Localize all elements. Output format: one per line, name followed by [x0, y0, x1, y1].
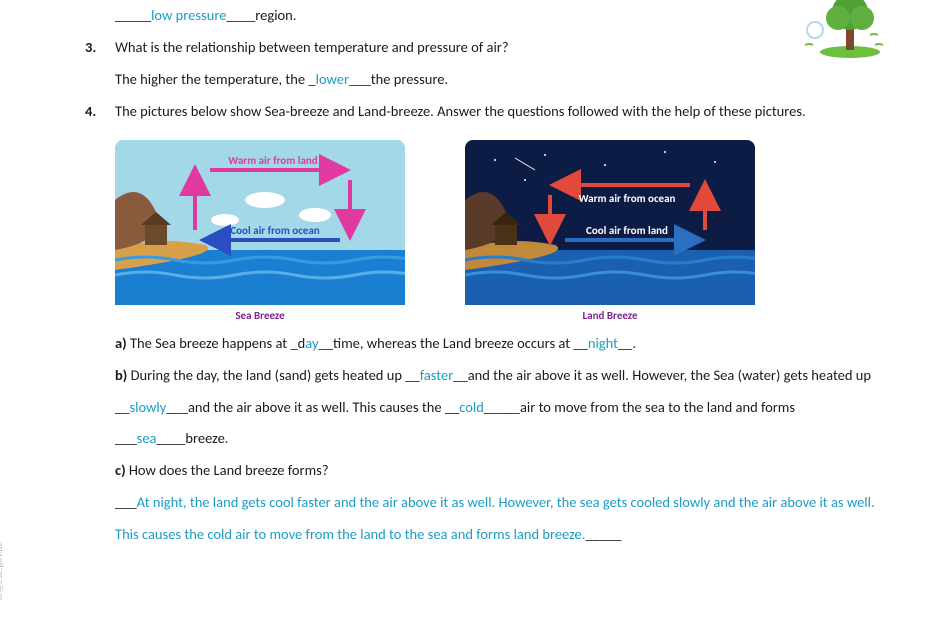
watermark-text: al@ese.gov.ae	[0, 542, 10, 600]
sea-breeze-figure: Warm air from land Cool air from ocean S…	[115, 140, 405, 322]
blank: ____	[226, 6, 255, 24]
blank: __	[319, 334, 333, 352]
q4-a: a) The Sea breeze happens at _day__time,…	[115, 328, 885, 360]
label-b: b)	[115, 366, 127, 384]
answer-slowly: slowly	[129, 398, 166, 416]
question-4: 4. The pictures below show Sea-breeze an…	[85, 96, 885, 128]
blank: ___	[115, 429, 137, 447]
label-c: c)	[115, 461, 126, 479]
label-a: a)	[115, 334, 127, 352]
answer-day: ay	[305, 334, 318, 352]
text: .	[632, 334, 636, 352]
answer-night: night	[588, 334, 618, 352]
q3-answer: lower	[316, 70, 349, 88]
svg-text:Cool air from ocean: Cool air from ocean	[230, 224, 319, 237]
text: breeze.	[185, 429, 228, 447]
blank: _	[290, 334, 297, 352]
svg-text:Warm air from land: Warm air from land	[228, 154, 318, 167]
q4-c-answer-line: ___At night, the land gets cool faster a…	[115, 487, 885, 551]
land-breeze-label: Land Breeze	[583, 309, 638, 322]
land-breeze-figure: Warm air from ocean Cool air from land L…	[465, 140, 755, 322]
blank: _____	[115, 6, 151, 24]
blank: ___	[166, 398, 188, 416]
q4-number: 4.	[85, 96, 101, 128]
q4-prompt: The pictures below show Sea-breeze and L…	[115, 96, 885, 128]
answer-sea: sea	[137, 429, 157, 447]
q4-c-answer: At night, the land gets cool faster and …	[115, 493, 875, 543]
text: air to move from the sea to the land and…	[520, 398, 795, 416]
q2-answer: low pressure	[151, 6, 226, 24]
question-3: 3. What is the relationship between temp…	[85, 32, 885, 96]
q4-c-prompt: How does the Land breeze forms?	[126, 461, 329, 479]
text: The Sea breeze happens at	[127, 334, 291, 352]
breeze-figures: Warm air from land Cool air from ocean S…	[115, 140, 885, 322]
text: region.	[255, 6, 296, 24]
svg-text:Warm air from ocean: Warm air from ocean	[579, 192, 676, 205]
text: During the day, the land (sand) gets hea…	[127, 366, 405, 384]
svg-text:Cool air from land: Cool air from land	[586, 224, 668, 237]
tree-illustration	[800, 0, 890, 72]
blank: _____	[585, 525, 621, 543]
q3-number: 3.	[85, 32, 101, 96]
blank: _	[308, 70, 315, 88]
q3-line2: The higher the temperature, the _lower__…	[115, 64, 885, 96]
sea-breeze-label: Sea Breeze	[235, 309, 284, 322]
blank: __	[573, 334, 587, 352]
blank: __	[618, 334, 632, 352]
q2-tail: _____low pressure____region.	[115, 0, 885, 32]
blank: __	[115, 398, 129, 416]
q4-b: b) During the day, the land (sand) gets …	[115, 360, 885, 456]
answer-faster: faster	[420, 366, 454, 384]
q3-prompt: What is the relationship between tempera…	[115, 32, 885, 64]
q4-c: c) How does the Land breeze forms?	[115, 455, 885, 487]
blank: ___	[115, 493, 137, 511]
blank: ____	[157, 429, 186, 447]
blank: _____	[484, 398, 520, 416]
text: and the air above it as well. However, t…	[468, 366, 871, 384]
blank: __	[405, 366, 419, 384]
text: time, whereas the Land breeze occurs at	[333, 334, 573, 352]
text: the pressure.	[371, 70, 448, 88]
blank: __	[445, 398, 459, 416]
blank: ___	[349, 70, 371, 88]
text: The higher the temperature, the	[115, 70, 308, 88]
answer-cold: cold	[459, 398, 484, 416]
text: and the air above it as well. This cause…	[188, 398, 445, 416]
blank: __	[453, 366, 467, 384]
